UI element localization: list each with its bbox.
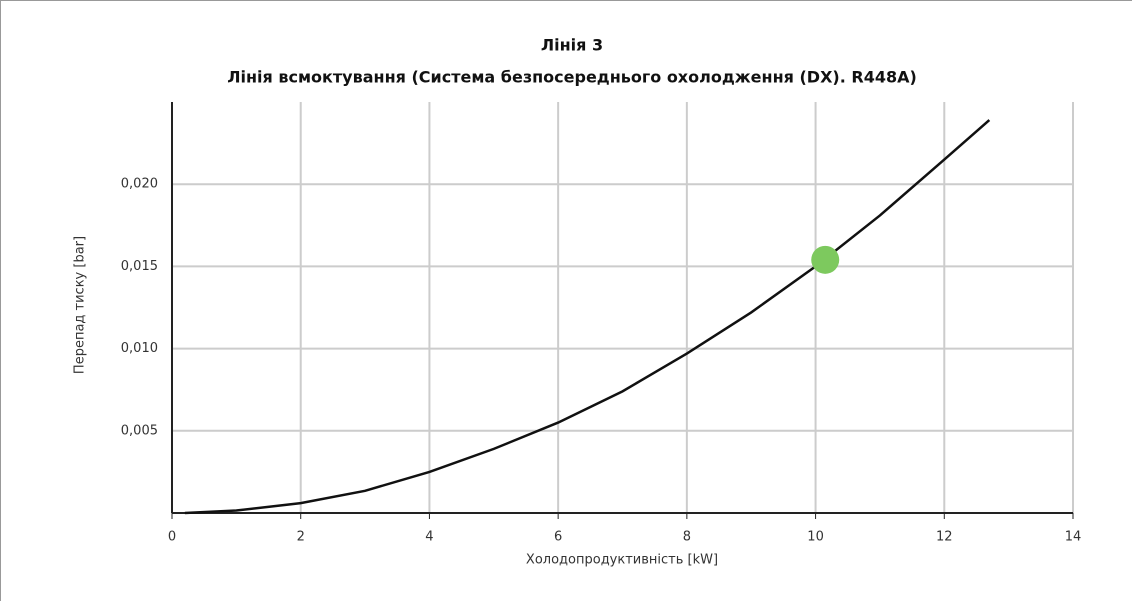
y-tick-label: 0,020 bbox=[121, 177, 158, 192]
x-tick-label: 14 bbox=[1065, 530, 1082, 545]
x-tick-label: 4 bbox=[425, 530, 433, 545]
y-axis-label: Перепад тиску [bar] bbox=[73, 236, 88, 374]
chart-subtitle: Лінія всмоктування (Система безпосереднь… bbox=[227, 68, 917, 87]
y-tick-label: 0,005 bbox=[121, 423, 158, 438]
line bbox=[184, 119, 991, 515]
operating-point bbox=[811, 245, 840, 274]
chart-title: Лінія 3 bbox=[541, 36, 603, 55]
x-axis-label: Холодопродуктивність [kW] bbox=[526, 553, 718, 568]
x-tick-label: 12 bbox=[936, 530, 953, 545]
x-tick-label: 8 bbox=[683, 530, 691, 545]
y-tick-label: 0,015 bbox=[121, 259, 158, 274]
x-tick-label: 0 bbox=[168, 530, 176, 545]
x-tick-label: 6 bbox=[554, 530, 562, 545]
x-tick-label: 2 bbox=[297, 530, 305, 545]
x-tick-label: 10 bbox=[807, 530, 824, 545]
y-tick-label: 0,010 bbox=[121, 341, 158, 356]
